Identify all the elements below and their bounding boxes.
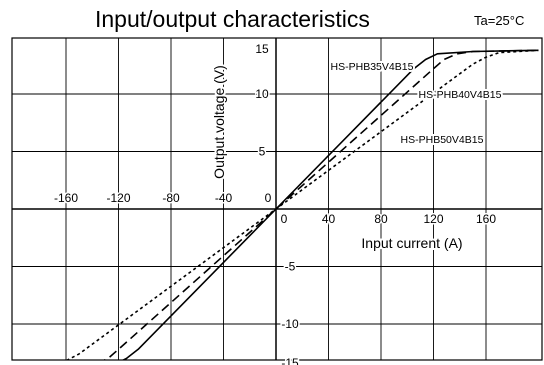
series-label-3: HS-PHB50V4B15 — [401, 134, 484, 146]
x-axis-title: Input current (A) — [361, 235, 462, 251]
x-tick-label: -40 — [215, 191, 233, 205]
labels: -160 -120 -80 -40 0 40 80 120 160 0 15 10 5 -5 -10 -15 I… — [52, 41, 503, 365]
series-line-2 — [102, 49, 539, 360]
temperature-condition: Ta=25°C — [474, 13, 525, 28]
series-label-2: HS-PHB40V4B15 — [419, 89, 502, 101]
x-tick-label: -120 — [106, 191, 130, 205]
x-tick-label: 0 — [265, 191, 272, 205]
chart-title: Input/output characteristics — [95, 6, 370, 32]
y-tick-label: 5 — [259, 145, 266, 159]
x-tick-label: -80 — [162, 191, 180, 205]
grid-lines — [11, 37, 543, 361]
y-tick-label: 15 — [255, 42, 269, 56]
series-label-1: HS-PHB35V4B15 — [331, 61, 414, 73]
x-tick-label: 160 — [476, 212, 496, 226]
series-lines — [65, 49, 539, 360]
y-tick-label: -15 — [281, 356, 299, 365]
plot-frame — [11, 37, 543, 361]
x-tick-label: 40 — [322, 212, 336, 226]
x-tick-label: 120 — [423, 212, 443, 226]
y-axis-title: Output voltage (V) — [211, 65, 227, 179]
series-line-3 — [65, 49, 539, 360]
y-tick-label: -5 — [285, 260, 296, 274]
x-tick-label: 0 — [281, 212, 288, 226]
y-tick-label: 10 — [255, 87, 269, 101]
axes — [12, 38, 542, 360]
x-tick-label: -160 — [54, 191, 78, 205]
y-tick-label: -10 — [281, 317, 299, 331]
x-tick-label: 80 — [374, 212, 388, 226]
